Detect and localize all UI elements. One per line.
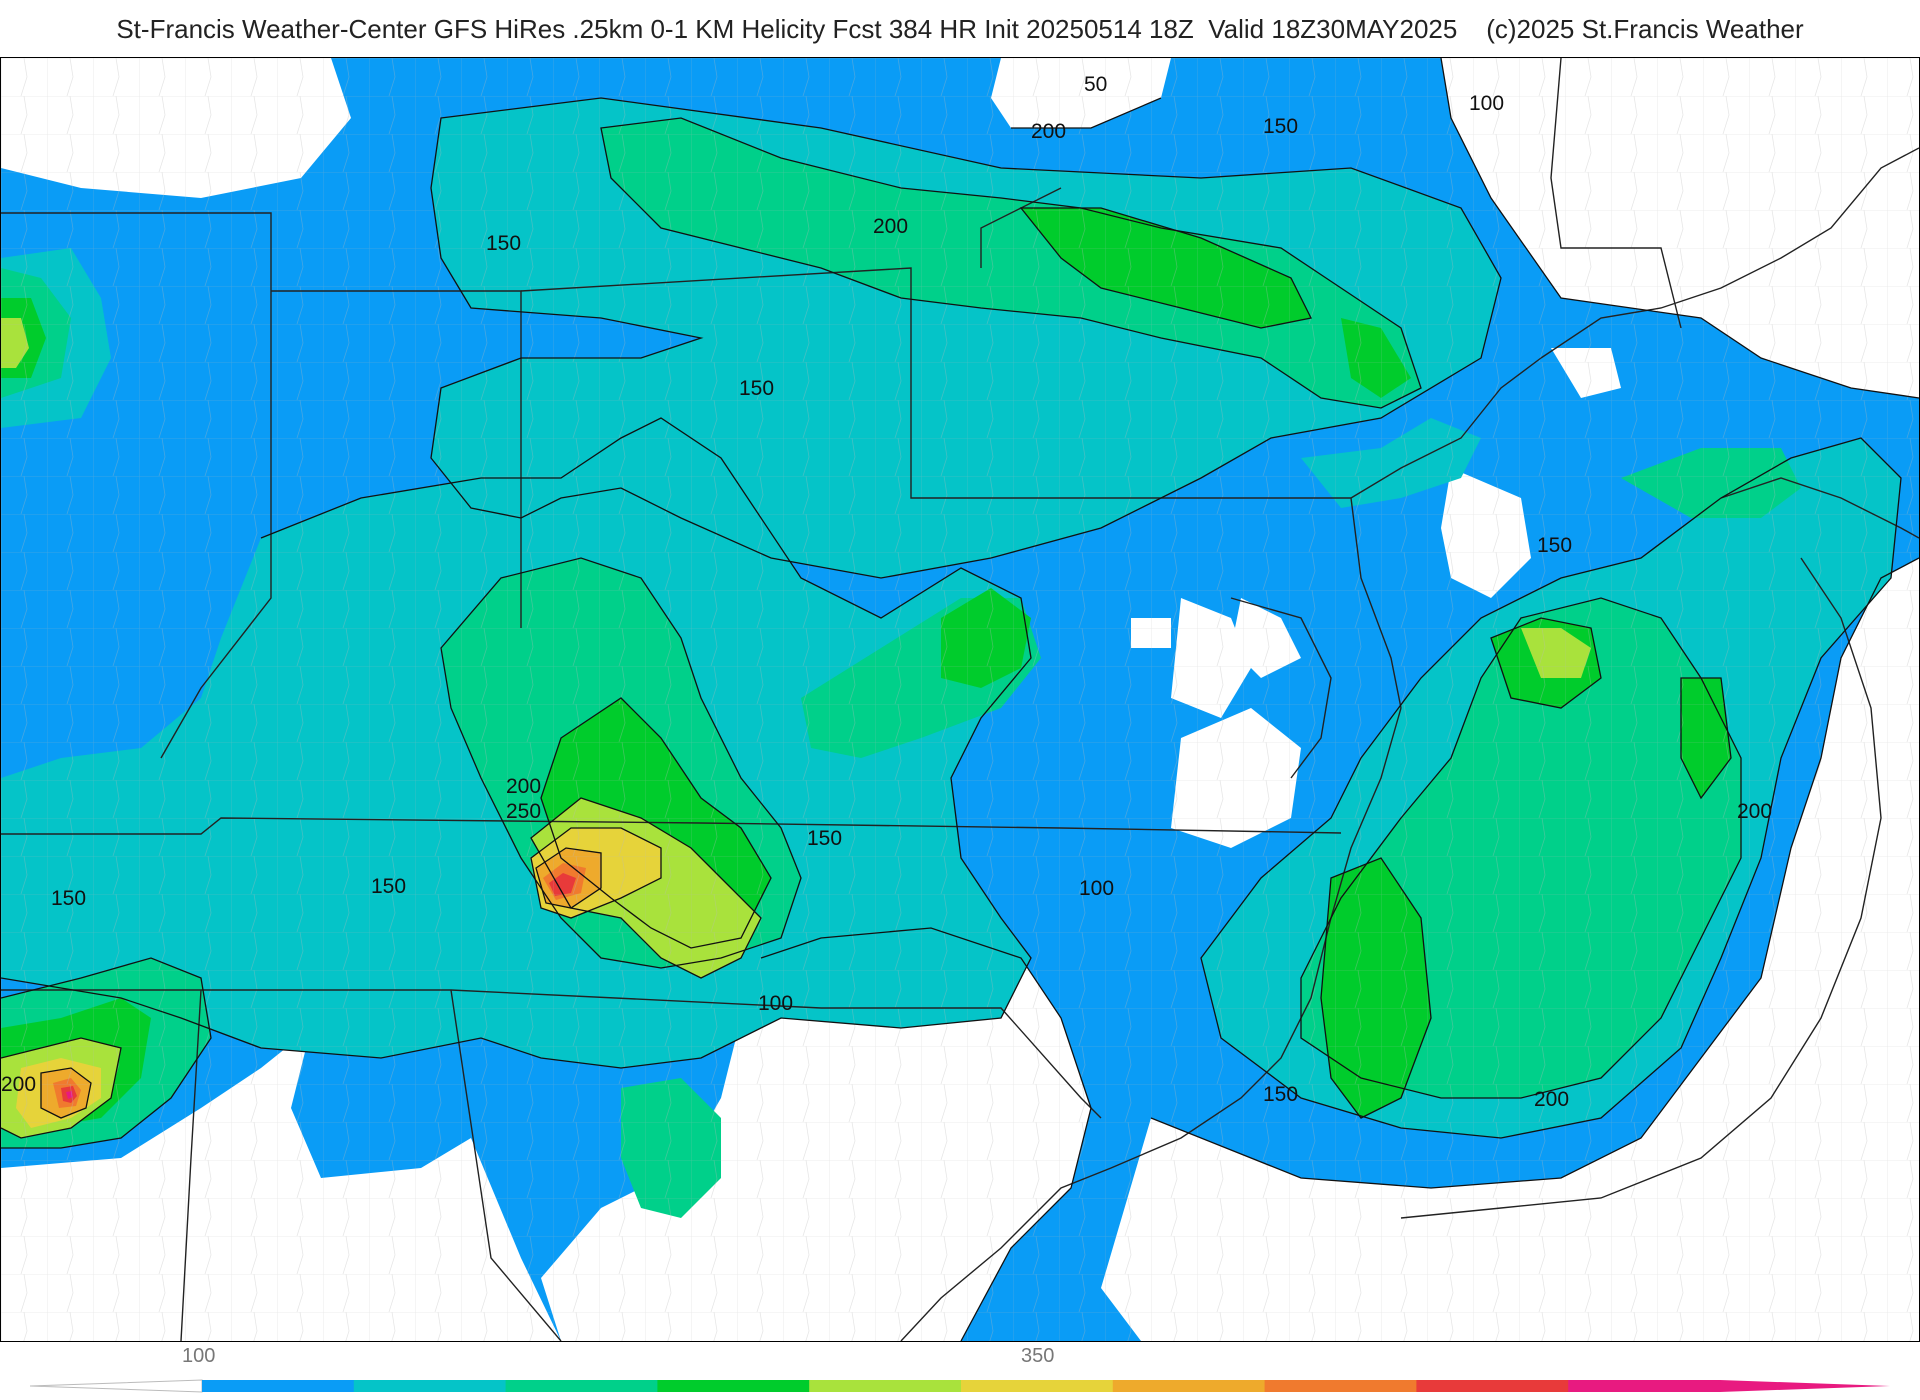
contour-100-ocean (1150, 557, 1919, 1189)
contour-250-east2 (1320, 857, 1432, 1119)
colorbar-segment (353, 1380, 507, 1392)
contour-label: 200 (1031, 120, 1066, 143)
contour-label: 200 (506, 775, 541, 798)
contour-label: 200 (873, 215, 908, 238)
border-line-11 (1350, 357, 1542, 499)
contour-label: 200 (1737, 800, 1772, 823)
colorbar-tick-label: 350 (1021, 1345, 1055, 1367)
helicity-map: 50 200 150 100 150 200 150 150 200 250 1… (0, 57, 1920, 1342)
colorbar-tick-label: 100 (182, 1345, 216, 1367)
contour-label: 150 (1537, 534, 1572, 557)
contour-250-east3 (1680, 677, 1732, 800)
contour-label: 150 (807, 827, 842, 850)
border-line-3 (520, 267, 1351, 499)
contour-label: 150 (739, 377, 774, 400)
border-line-6 (1, 989, 822, 1009)
contour-label: 50 (1084, 73, 1107, 96)
colorbar-segment (202, 1380, 355, 1392)
contour-150-east (1200, 437, 1902, 1139)
contour-100-southeast (760, 927, 1092, 1341)
contour-200-east (1300, 597, 1742, 1099)
contour-250-ohio (1019, 207, 1312, 329)
contour-400-ms (40, 1067, 92, 1119)
contour-labels: 50 200 150 100 150 200 150 150 200 250 1… (1, 73, 1772, 1111)
border-line-7 (450, 989, 562, 1341)
colorbar-segments (202, 1380, 1721, 1392)
contour-250-tn (540, 697, 772, 949)
map-canvas: 50 200 150 100 150 200 150 150 200 250 1… (1, 58, 1919, 1341)
contour-label: 100 (1469, 92, 1504, 115)
colorbar-segment (961, 1380, 1114, 1392)
colorbar (30, 1379, 1890, 1393)
border-line-12 (1540, 147, 1919, 359)
border-line-16 (1720, 477, 1919, 539)
contour-300-ms (1, 1037, 122, 1139)
border-line-10 (1350, 497, 1402, 709)
contour-lines (1, 58, 1919, 1341)
contour-150-north (430, 97, 1502, 579)
contour-label: 150 (371, 875, 406, 898)
contour-200-tn (440, 557, 802, 969)
contour-label: 200 (1534, 1088, 1569, 1111)
colorbar-segment (809, 1380, 962, 1392)
contour-label: 150 (1263, 115, 1298, 138)
colorbar-segment (1112, 1380, 1266, 1392)
contour-label: 250 (506, 800, 541, 823)
border-line-14 (900, 707, 1402, 1341)
colorbar-segment (1416, 1380, 1569, 1392)
contour-200-ms (1, 957, 212, 1149)
contour-label: 150 (51, 887, 86, 910)
colorbar-segment (1264, 1380, 1417, 1392)
colorbar-left-arrow (30, 1379, 203, 1393)
contour-150-central (1, 417, 1032, 1069)
map-title: St-Francis Weather-Center GFS HiRes .25k… (116, 14, 1804, 44)
border-line-1 (1, 212, 272, 759)
contour-label: 150 (1263, 1083, 1298, 1106)
contour-250-east (1490, 617, 1602, 709)
border-line-8 (180, 989, 202, 1341)
contour-200-ohio (600, 117, 1422, 409)
border-line-15 (1230, 597, 1332, 779)
contour-label: 100 (1079, 877, 1114, 900)
contour-300-tn (530, 797, 762, 979)
colorbar-segment (1568, 1380, 1721, 1392)
border-line-13 (1550, 58, 1682, 329)
colorbar-segment (505, 1380, 658, 1392)
contour-label: 150 (486, 232, 521, 255)
county-grid (1, 58, 1919, 1341)
state-borders (1, 58, 1919, 1341)
border-line-5 (1, 817, 1342, 835)
colorbar-segment (657, 1380, 810, 1392)
colorbar-right-arrow (1720, 1380, 1890, 1392)
contour-label: 100 (758, 992, 793, 1015)
contour-100-northeast (1440, 58, 1919, 399)
contour-50-north (1011, 97, 1162, 129)
contour-350-tn (530, 827, 662, 919)
border-line-4 (980, 187, 1062, 268)
border-line-17 (1400, 557, 1882, 1219)
contour-label: 200 (1, 1073, 36, 1096)
contour-400-tn (535, 847, 602, 909)
